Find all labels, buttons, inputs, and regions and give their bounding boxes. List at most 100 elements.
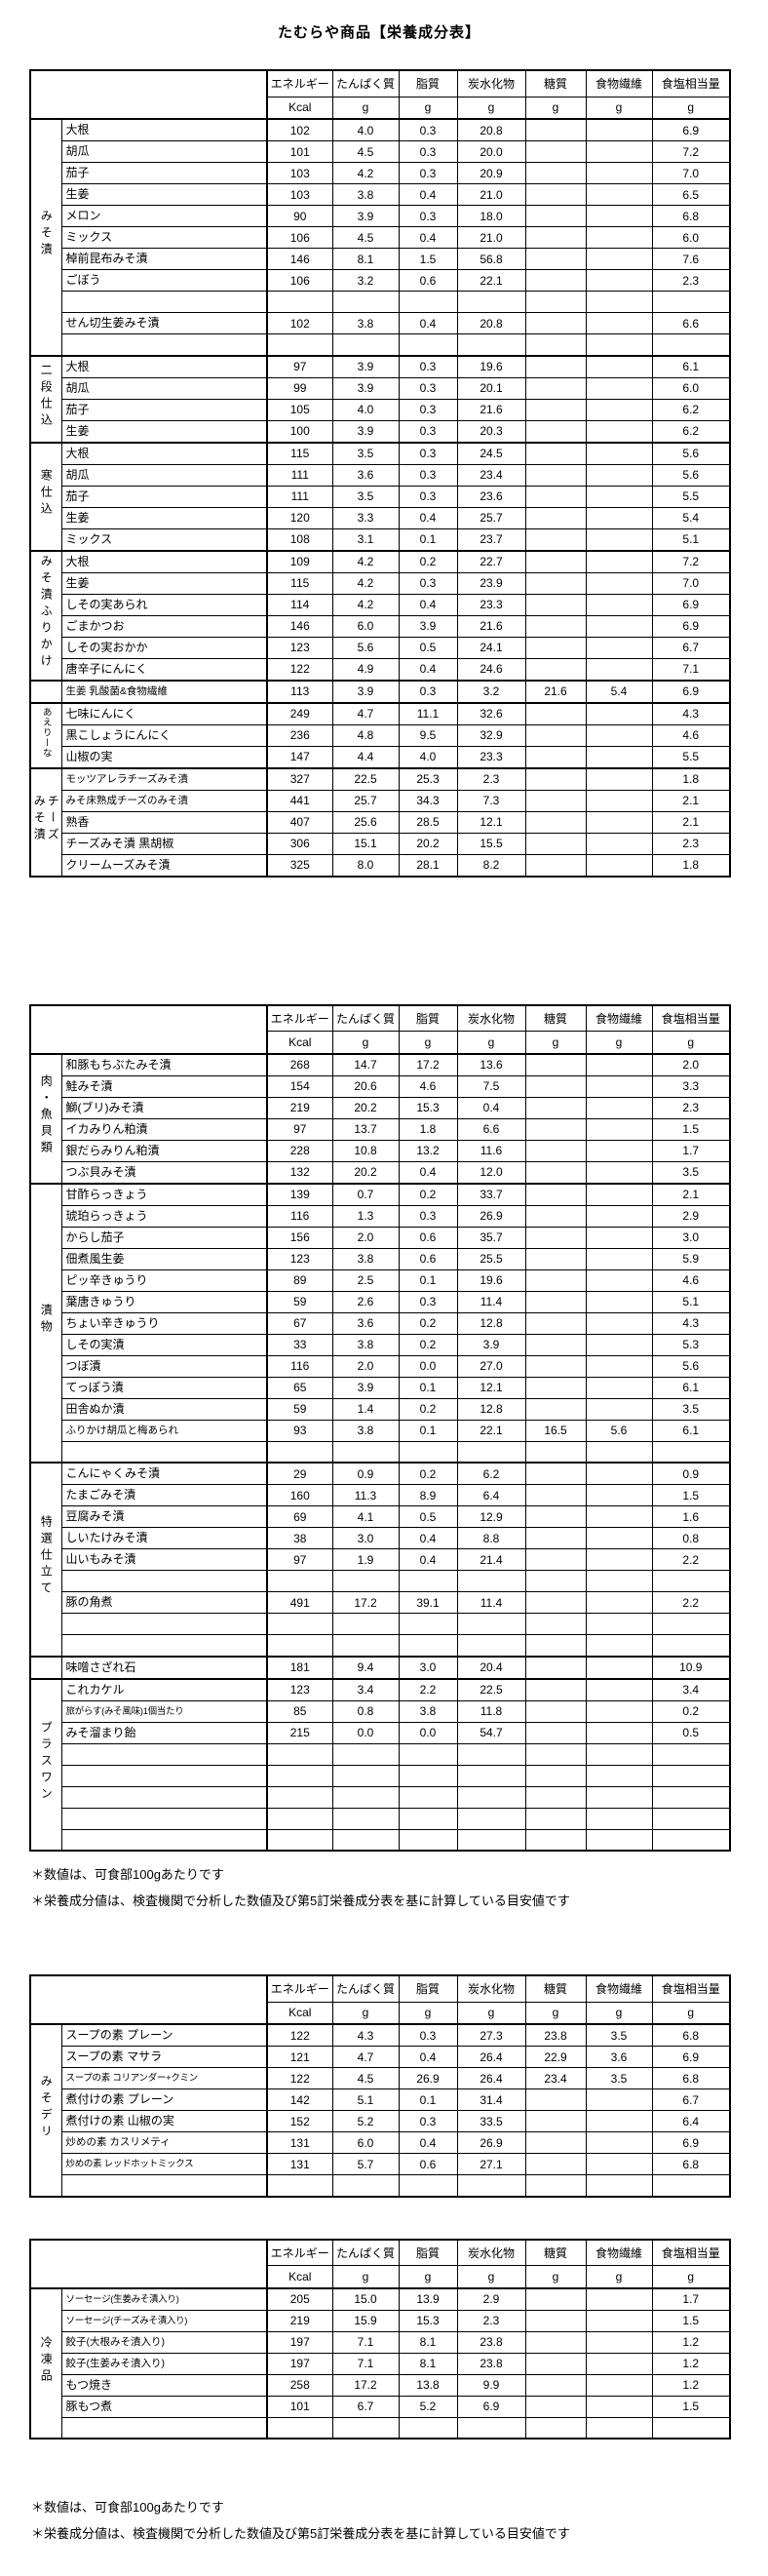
value-cell: 2.0 [331, 1226, 400, 1249]
value-cell: 5.1 [651, 527, 731, 552]
value-cell: 26.9 [456, 1204, 526, 1228]
value-cell: 7.1 [331, 2352, 400, 2375]
value-cell: 7.3 [456, 789, 526, 812]
value-cell [524, 832, 587, 855]
value-cell: 3.6 [331, 1311, 400, 1335]
value-cell: 441 [266, 789, 333, 812]
value-cell [456, 2174, 526, 2198]
value-cell [524, 1591, 587, 1614]
item-name: 豚の角煮 [60, 1591, 268, 1614]
table-row: みそ漬ふりかけ 大根 109 4.2 0.2 22.7 7.2 [29, 550, 731, 682]
value-cell: 33.5 [456, 2110, 526, 2132]
value-cell [585, 1742, 653, 1766]
section-label: みそ漬ふりかけ [29, 550, 62, 682]
value-cell: 8.9 [398, 1484, 458, 1506]
value-cell: 93 [266, 1419, 333, 1442]
value-cell: 20.2 [331, 1160, 400, 1185]
value-cell [585, 2352, 653, 2375]
header-blank-cell [29, 1974, 268, 2025]
item-name: しその実漬 [60, 1333, 268, 1356]
value-cell [651, 1785, 731, 1809]
value-cell: 325 [266, 853, 333, 878]
footnote-analysis: ＊栄養成分値は、検査機関で分析した数値及び第5訂栄養成分表を基に計算している目安… [31, 2526, 570, 2541]
item-name: こんにゃくみそ漬 [60, 1462, 268, 1485]
value-cell [266, 1807, 333, 1830]
value-cell: 22.7 [456, 550, 526, 573]
value-cell: 1.6 [651, 1505, 731, 1528]
value-cell: 4.2 [331, 162, 400, 184]
value-cell: 23.3 [456, 745, 526, 769]
value-cell: 219 [266, 1096, 333, 1119]
value-cell [524, 810, 587, 834]
value-cell: 6.2 [651, 419, 731, 444]
value-cell: 8.8 [456, 1527, 526, 1549]
value-cell: 122 [266, 657, 333, 682]
table-row [30, 2174, 731, 2198]
value-cell: 17.2 [331, 2373, 400, 2397]
value-cell: 8.2 [456, 853, 526, 878]
value-cell [524, 2110, 587, 2132]
value-cell: 156 [266, 1226, 333, 1249]
value-cell: 35.7 [456, 1226, 526, 1249]
value-cell: 15.3 [398, 1096, 458, 1119]
value-cell: 1.9 [331, 1548, 400, 1571]
value-cell [585, 657, 653, 682]
unit-label: Kcal [266, 2001, 333, 2025]
value-cell: 97 [266, 355, 333, 378]
unit-label: g [398, 2265, 458, 2289]
value-cell: 197 [266, 2352, 333, 2375]
value-cell: 0.4 [398, 1527, 458, 1549]
value-cell [524, 1742, 587, 1766]
value-cell: 131 [266, 2153, 333, 2175]
footnotes-bottom: ＊数値は、可食部100gあたりです ＊栄養成分値は、検査機関で分析した数値及び第… [31, 2494, 768, 2547]
table-row [30, 333, 731, 357]
value-cell [398, 1785, 458, 1809]
item-name: 大根 [60, 442, 268, 465]
value-cell: 0.1 [398, 527, 458, 552]
value-cell: 6.9 [651, 680, 731, 704]
value-cell [398, 333, 458, 357]
value-cell: 147 [266, 745, 333, 769]
value-cell: 215 [266, 1721, 333, 1744]
value-cell [331, 1742, 400, 1766]
value-cell [585, 398, 653, 421]
value-cell [266, 1742, 333, 1766]
value-cell: 2.6 [331, 1290, 400, 1313]
item-name: ソーセージ(チーズみそ漬入り) [60, 2309, 268, 2332]
value-cell [524, 1828, 587, 1852]
table-row: 生姜 115 4.2 0.3 23.9 7.0 [30, 571, 731, 595]
value-cell [585, 442, 653, 465]
value-cell: 0.3 [398, 2023, 458, 2047]
value-cell [585, 1828, 653, 1852]
value-cell [585, 1096, 653, 1119]
table-row: たまごみそ漬 160 11.3 8.9 6.4 1.5 [30, 1484, 731, 1506]
value-cell: 0.3 [398, 1290, 458, 1313]
value-cell: 6.7 [331, 2395, 400, 2418]
value-cell: 12.8 [456, 1311, 526, 1335]
table-row: みそデリ スープの素 プレーン 122 4.3 0.3 27.3 23.8 3.5 6.8 [29, 2023, 731, 2198]
value-cell: 101 [266, 140, 333, 163]
value-cell [585, 1397, 653, 1421]
value-cell [524, 355, 587, 378]
value-cell: 228 [266, 1139, 333, 1162]
value-cell: 1.2 [651, 2330, 731, 2354]
item-name: 琥珀らっきょう [60, 1204, 268, 1228]
section-label: みそ漬 [29, 118, 62, 357]
unit-label: g [398, 96, 458, 120]
footnote-analysis: ＊栄養成分値は、検査機関で分析した数値及び第5訂栄養成分表を基に計算している目安… [31, 1893, 570, 1908]
value-cell: 20.9 [456, 162, 526, 184]
value-cell: 103 [266, 183, 333, 206]
value-cell [585, 376, 653, 400]
value-cell: 25.7 [331, 789, 400, 812]
value-cell: 11.4 [456, 1290, 526, 1313]
column-header: エネルギー [266, 1004, 333, 1032]
value-cell [524, 2373, 587, 2397]
value-cell: 15.1 [331, 832, 400, 855]
value-cell: 2.3 [651, 269, 731, 292]
value-cell: 3.2 [331, 269, 400, 292]
value-cell [585, 1527, 653, 1549]
value-cell [585, 1505, 653, 1528]
value-cell: 4.8 [331, 723, 400, 747]
value-cell: 0.2 [651, 1699, 731, 1723]
value-cell [524, 853, 587, 878]
